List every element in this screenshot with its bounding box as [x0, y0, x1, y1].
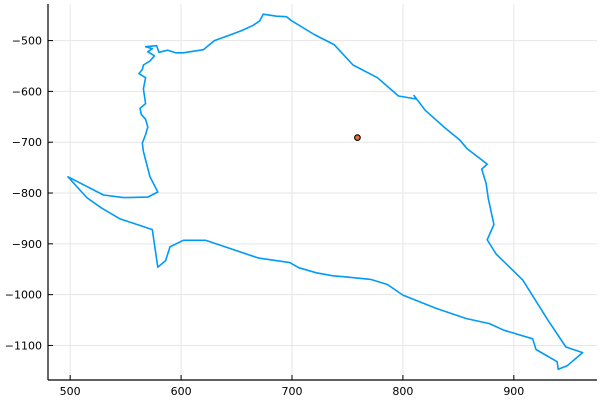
x-tick-label: 900 [503, 385, 524, 398]
y-tick-label: −800 [12, 187, 42, 200]
y-tick-label: −900 [12, 238, 42, 251]
y-tick-label: −1100 [5, 339, 42, 352]
x-tick-label: 600 [171, 385, 192, 398]
axes [47, 4, 597, 381]
y-tick-label: −500 [12, 35, 42, 48]
x-tick-label: 500 [60, 385, 81, 398]
x-tick-label: 800 [392, 385, 413, 398]
plot-area [67, 13, 584, 371]
x-tick-label: 700 [282, 385, 303, 398]
tick-labels: 500 600 700 800 900 −500 −600 −700 −800 −900 −1000… [5, 35, 525, 398]
y-tick-label: −700 [12, 136, 42, 149]
center-point [354, 134, 361, 141]
boundary-line [67, 13, 584, 371]
grid [48, 4, 597, 380]
y-tick-label: −1000 [5, 289, 42, 302]
y-tick-label: −600 [12, 85, 42, 98]
